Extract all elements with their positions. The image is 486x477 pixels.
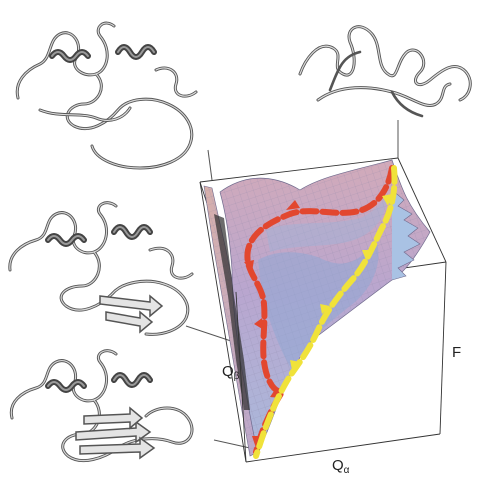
connector-lines xyxy=(185,120,399,449)
axis-label-q-beta: Qβ xyxy=(222,363,240,382)
pathway-yellow xyxy=(253,165,398,459)
arrowhead-yellow xyxy=(362,250,372,260)
structure-partial-sheet-intermediate xyxy=(8,201,194,336)
landscape-box-front xyxy=(199,181,447,463)
arrowhead-yellow xyxy=(382,194,392,206)
structure-unfolded-coil xyxy=(298,25,472,118)
structure-native-fold xyxy=(9,349,194,462)
axis-label-f: F xyxy=(452,344,461,361)
structure-helical-intermediate xyxy=(15,21,198,170)
axis-label-q-alpha: Qα xyxy=(332,457,350,476)
arrowhead-yellow xyxy=(320,304,330,314)
arrowhead-red xyxy=(244,260,254,272)
arrowhead-red xyxy=(254,318,264,330)
arrowhead-yellow xyxy=(290,360,300,370)
arrowhead-red xyxy=(286,200,300,210)
